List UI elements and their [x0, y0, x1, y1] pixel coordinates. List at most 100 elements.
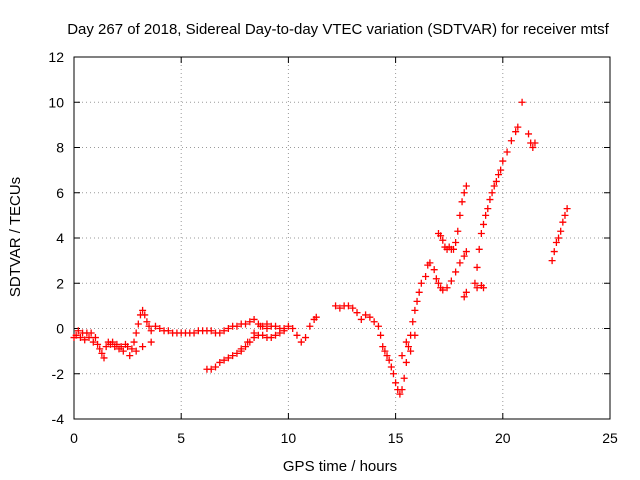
data-point: [220, 356, 228, 364]
data-point: [484, 205, 492, 213]
data-point: [392, 379, 400, 387]
data-point: [452, 268, 460, 276]
data-point: [402, 358, 410, 366]
data-point: [456, 259, 464, 267]
data-point: [242, 320, 250, 328]
data-point: [284, 322, 292, 330]
data-point: [439, 236, 447, 244]
data-point: [370, 318, 378, 326]
data-point: [362, 311, 370, 319]
data-point: [190, 329, 198, 337]
data-point: [437, 232, 445, 240]
data-point: [267, 334, 275, 342]
data-point: [460, 293, 468, 301]
data-point: [96, 345, 104, 353]
y-tick-label: 0: [56, 321, 64, 337]
data-point: [432, 275, 440, 283]
y-tick-label: 2: [56, 275, 64, 291]
data-point: [417, 279, 425, 287]
data-point: [128, 345, 136, 353]
data-point: [147, 327, 155, 335]
data-point: [72, 331, 80, 339]
data-point: [224, 325, 232, 332]
data-point: [250, 315, 258, 323]
data-point: [404, 343, 412, 351]
data-point: [550, 248, 558, 256]
data-point: [396, 390, 404, 398]
data-point: [480, 284, 488, 292]
data-point: [430, 266, 438, 274]
x-tick-label: 10: [281, 430, 297, 446]
data-point: [415, 288, 423, 296]
data-point: [555, 234, 563, 242]
data-point: [497, 166, 505, 174]
grid: [74, 57, 610, 419]
data-point: [76, 334, 84, 342]
data-point: [297, 338, 305, 346]
data-point: [151, 322, 159, 330]
data-point: [156, 325, 164, 332]
data-point: [398, 352, 406, 360]
data-point: [514, 123, 522, 131]
data-point: [480, 220, 488, 228]
data-point: [74, 327, 82, 335]
data-point: [492, 177, 500, 185]
data-point: [216, 329, 224, 337]
data-point: [81, 336, 89, 344]
data-point: [117, 343, 125, 351]
y-tick-label: -2: [52, 366, 65, 382]
data-point: [387, 363, 395, 371]
data-point: [276, 329, 284, 337]
data-point: [426, 259, 434, 267]
data-point: [132, 347, 140, 355]
data-point: [233, 349, 241, 357]
data-point: [353, 309, 361, 317]
data-point: [503, 148, 511, 156]
data-point: [462, 248, 470, 256]
data-point: [490, 182, 498, 190]
data-point: [220, 327, 228, 335]
data-point: [98, 349, 106, 357]
data-point: [475, 245, 483, 253]
data-point: [458, 198, 466, 206]
data-point: [548, 257, 556, 265]
data-point: [460, 252, 468, 260]
data-point: [561, 211, 569, 219]
data-point: [246, 318, 254, 326]
data-point: [499, 157, 507, 165]
data-point: [407, 347, 415, 355]
data-point: [462, 288, 470, 296]
plot-frame: [73, 56, 611, 420]
data-point: [443, 284, 451, 292]
data-point: [134, 320, 142, 328]
data-point: [452, 239, 460, 247]
data-point: [471, 279, 479, 287]
data-point: [224, 354, 232, 362]
data-point: [109, 338, 117, 346]
data-point: [147, 338, 155, 346]
data-point: [293, 331, 301, 339]
data-point: [434, 279, 442, 287]
data-point: [259, 331, 267, 339]
data-point: [389, 370, 397, 378]
data-point: [332, 302, 340, 310]
data-point: [402, 338, 410, 346]
data-point: [411, 331, 419, 339]
data-point: [102, 343, 110, 351]
x-tick-label: 25: [602, 430, 618, 446]
data-point: [552, 239, 560, 247]
data-point: [139, 343, 147, 351]
data-point: [374, 322, 382, 330]
data-point: [132, 329, 140, 337]
y-axis-label: SDTVAR / TECUs: [7, 177, 24, 297]
data-point: [312, 313, 320, 321]
data-point: [473, 284, 481, 292]
y-tick-label: -4: [52, 411, 65, 427]
data-point: [383, 352, 391, 360]
data-point: [449, 245, 457, 253]
data-point: [557, 227, 565, 235]
data-point: [336, 304, 344, 312]
data-point: [398, 386, 406, 394]
data-point: [94, 340, 102, 348]
